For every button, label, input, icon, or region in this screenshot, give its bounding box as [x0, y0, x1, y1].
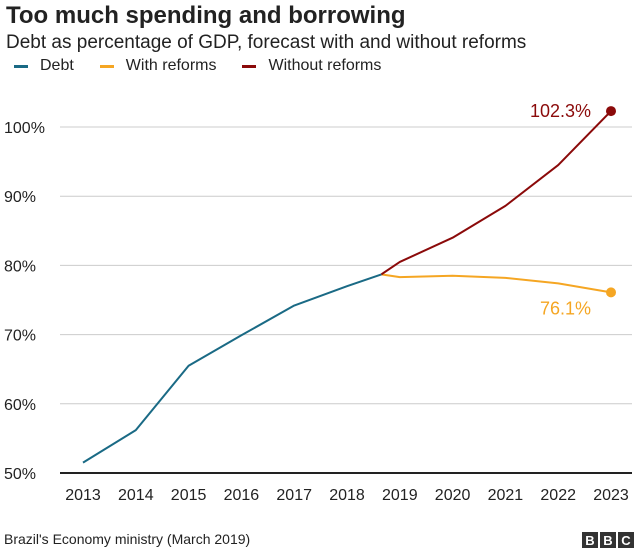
y-tick-label: 70%	[4, 328, 36, 345]
series-line-debt	[82, 273, 382, 464]
legend-item-without-reforms: Without reforms	[242, 57, 381, 75]
x-tick-label: 2022	[540, 487, 576, 504]
y-tick-label: 80%	[4, 258, 36, 275]
x-tick-label: 2020	[435, 487, 471, 504]
chart-title: Too much spending and borrowing	[6, 2, 406, 29]
y-tick-label: 90%	[4, 189, 36, 206]
chart-subtitle: Debt as percentage of GDP, forecast with…	[6, 32, 527, 53]
legend-label: Debt	[40, 57, 74, 74]
x-tick-label: 2021	[488, 487, 524, 504]
end-value-label: 76.1%	[540, 298, 591, 318]
legend-swatch	[99, 64, 114, 68]
x-tick-label: 2023	[593, 487, 629, 504]
end-marker	[606, 287, 616, 298]
y-tick-label: 60%	[4, 397, 36, 414]
source-note: Brazil's Economy ministry (March 2019)	[4, 531, 251, 547]
x-tick-label: 2013	[65, 487, 101, 504]
legend-swatch	[14, 64, 28, 68]
logo-letter: C	[618, 532, 634, 548]
x-tick-label: 2018	[329, 487, 365, 504]
legend-item-debt: Debt	[14, 57, 74, 75]
x-tick-label: 2014	[118, 487, 154, 504]
end-marker	[606, 106, 616, 117]
x-tick-label: 2016	[224, 487, 260, 504]
legend-item-with-reforms: With reforms	[99, 57, 217, 75]
x-tick-label: 2019	[382, 487, 418, 504]
legend: Debt With reforms Without reforms	[14, 57, 407, 75]
logo-letter: B	[600, 532, 616, 548]
legend-swatch	[242, 64, 257, 68]
y-tick-label: 50%	[4, 466, 36, 483]
y-tick-label: 100%	[4, 120, 45, 137]
end-value-label: 102.3%	[530, 101, 591, 121]
legend-label: With reforms	[125, 57, 217, 74]
logo-letter: B	[582, 532, 598, 548]
series-line-without-reforms	[380, 110, 612, 276]
legend-label: Without reforms	[268, 57, 382, 74]
x-tick-label: 2017	[276, 487, 312, 504]
x-tick-label: 2015	[171, 487, 207, 504]
series-line-with-reforms	[381, 273, 612, 294]
